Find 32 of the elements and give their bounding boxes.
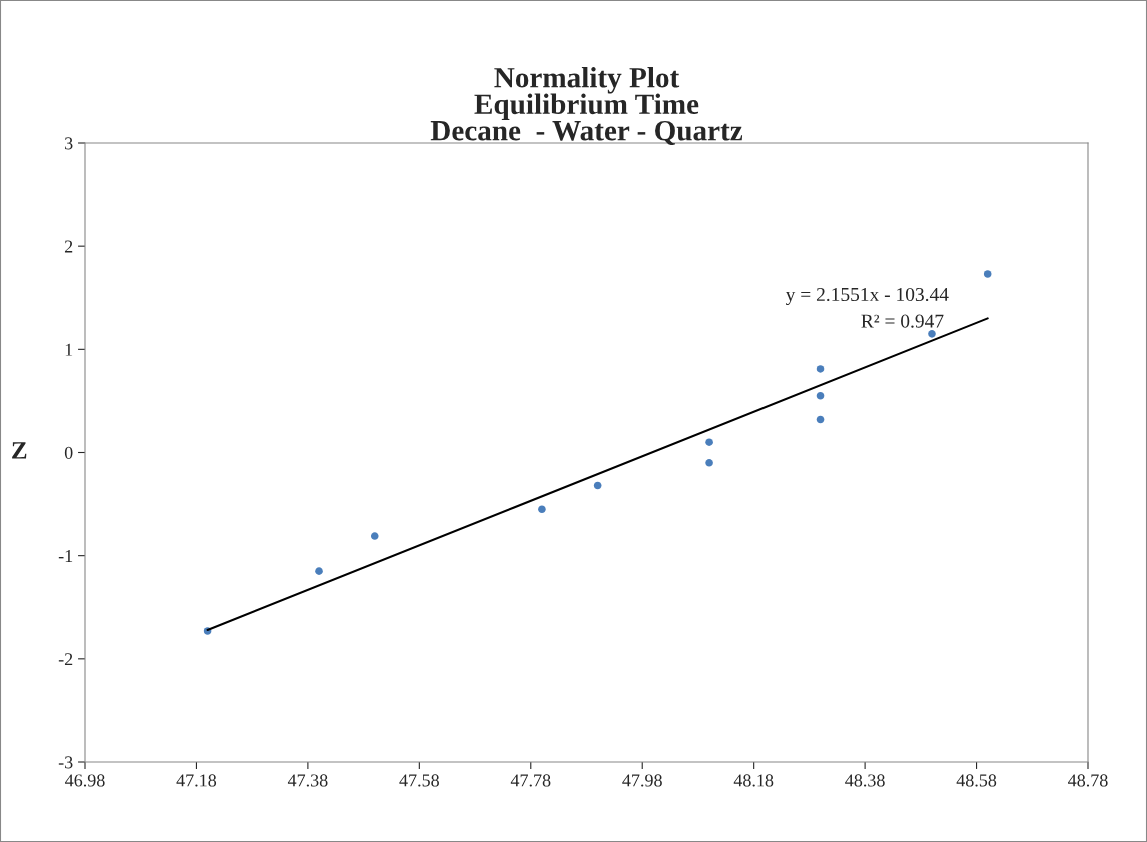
y-tick-label: 2 [64, 240, 73, 253]
point [816, 415, 825, 424]
point [816, 365, 825, 373]
x-tick-label: 48.38 [845, 774, 885, 787]
point [705, 438, 713, 446]
x-tick-label: 47.18 [176, 774, 217, 787]
point [705, 459, 713, 467]
x-tick-label: 47.98 [622, 774, 662, 787]
x-tick-label: 47.78 [510, 774, 551, 787]
point [816, 391, 825, 400]
y-axis-title: Z [12, 442, 27, 459]
point [593, 481, 602, 490]
annotation: y = 2.1551x - 103.44 [785, 287, 949, 306]
x-tick-label: 47.58 [399, 774, 439, 787]
point [370, 532, 379, 540]
point [983, 270, 992, 278]
annotation: R² = 0.947 [861, 314, 944, 328]
x-tick-label: 46.98 [65, 774, 105, 787]
point [928, 330, 936, 338]
x-tick-label: 47.38 [287, 774, 328, 787]
x-tick-label: 48.18 [733, 774, 774, 787]
y-tick-label: 0 [64, 446, 73, 459]
point [538, 505, 546, 514]
y-tick-label: -3 [58, 756, 73, 769]
y-tick-label: 3 [65, 137, 73, 150]
x-tick-label: 48.78 [1068, 774, 1108, 787]
y-tick-label: 1 [65, 343, 73, 356]
y-tick-label: -1 [58, 550, 73, 562]
chart-title: Normality Plot Equilibrium Time Decane - Water - Quartz [430, 67, 743, 145]
point [315, 567, 323, 575]
y-tick-label: -2 [58, 653, 73, 666]
x-tick-label: 48.58 [956, 774, 997, 787]
